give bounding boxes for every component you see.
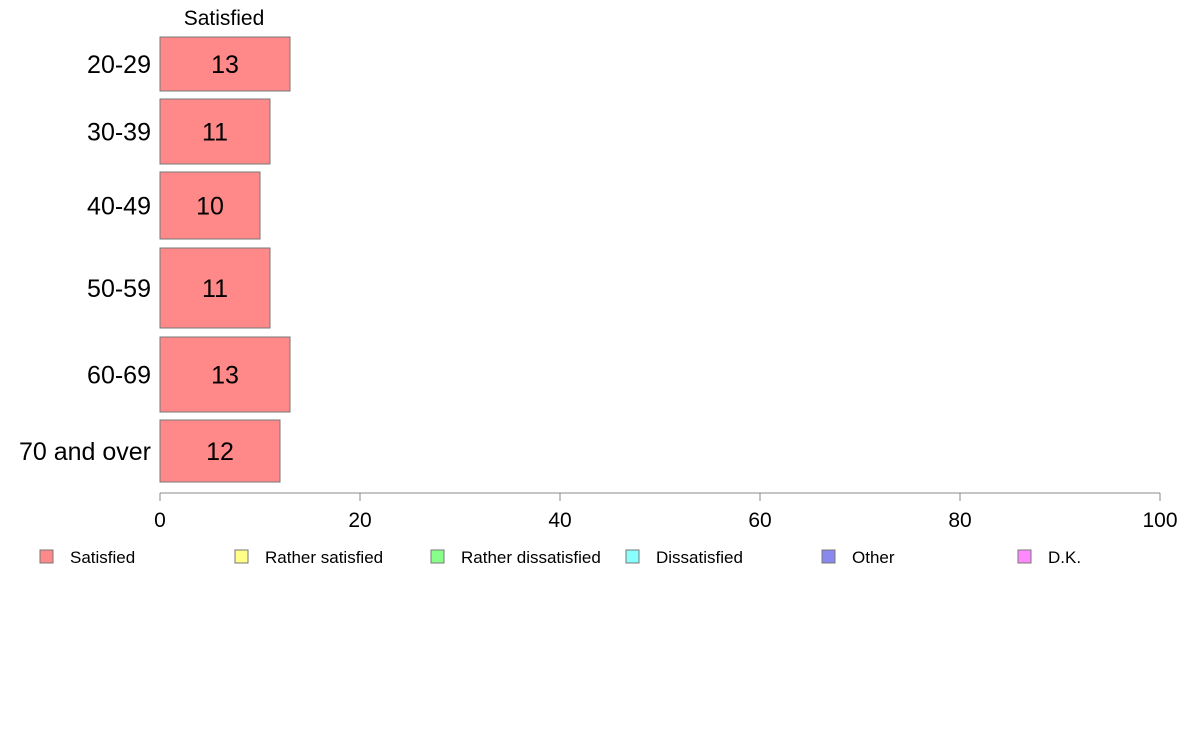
x-axis: 0 20 40 60 80 100 (154, 492, 1178, 532)
bar-value-label: 13 (211, 51, 239, 79)
legend-swatch (234, 549, 249, 564)
bar-value-label: 12 (206, 438, 234, 466)
x-tick-label: 80 (948, 509, 971, 532)
x-tick-label: 100 (1142, 509, 1177, 532)
category-label: 40-49 (87, 193, 151, 221)
legend-swatch (430, 549, 445, 564)
bar-satisfied (159, 247, 271, 329)
legend-label: Rather satisfied (265, 548, 383, 567)
category-label: 20-29 (87, 51, 151, 79)
legend-label: Rather dissatisfied (461, 548, 601, 567)
bar-satisfied (159, 36, 291, 92)
x-tick-label: 0 (154, 509, 166, 532)
category-label: 60-69 (87, 362, 151, 390)
bar-satisfied (159, 336, 291, 413)
bars: 20-29 13 30-39 11 40-49 10 50-59 11 60-69 13 70 an… (19, 36, 291, 483)
legend: Satisfied Rather satisfied Rather dissatis… (39, 548, 1081, 567)
bar-value-label: 11 (202, 119, 228, 147)
legend-label: D.K. (1048, 548, 1081, 567)
x-tick-label: 20 (348, 509, 371, 532)
x-tick-label: 60 (748, 509, 771, 532)
legend-swatch (1017, 549, 1032, 564)
bar-value-label: 11 (202, 275, 228, 303)
legend-label: Other (852, 548, 895, 567)
top-series-label: Satisfied (184, 7, 265, 30)
x-tick-label: 40 (548, 509, 571, 532)
bar-value-label: 10 (196, 193, 224, 221)
bar-value-label: 13 (211, 362, 239, 390)
legend-swatch (625, 549, 640, 564)
category-label: 50-59 (87, 275, 151, 303)
legend-swatch (821, 549, 836, 564)
category-label: 30-39 (87, 119, 151, 147)
bar-satisfied (159, 98, 271, 165)
bar-satisfied (159, 171, 261, 240)
category-label: 70 and over (19, 438, 151, 466)
legend-label: Satisfied (70, 548, 135, 567)
legend-label: Dissatisfied (656, 548, 743, 567)
legend-swatch (39, 549, 54, 564)
bar-satisfied (159, 419, 281, 483)
